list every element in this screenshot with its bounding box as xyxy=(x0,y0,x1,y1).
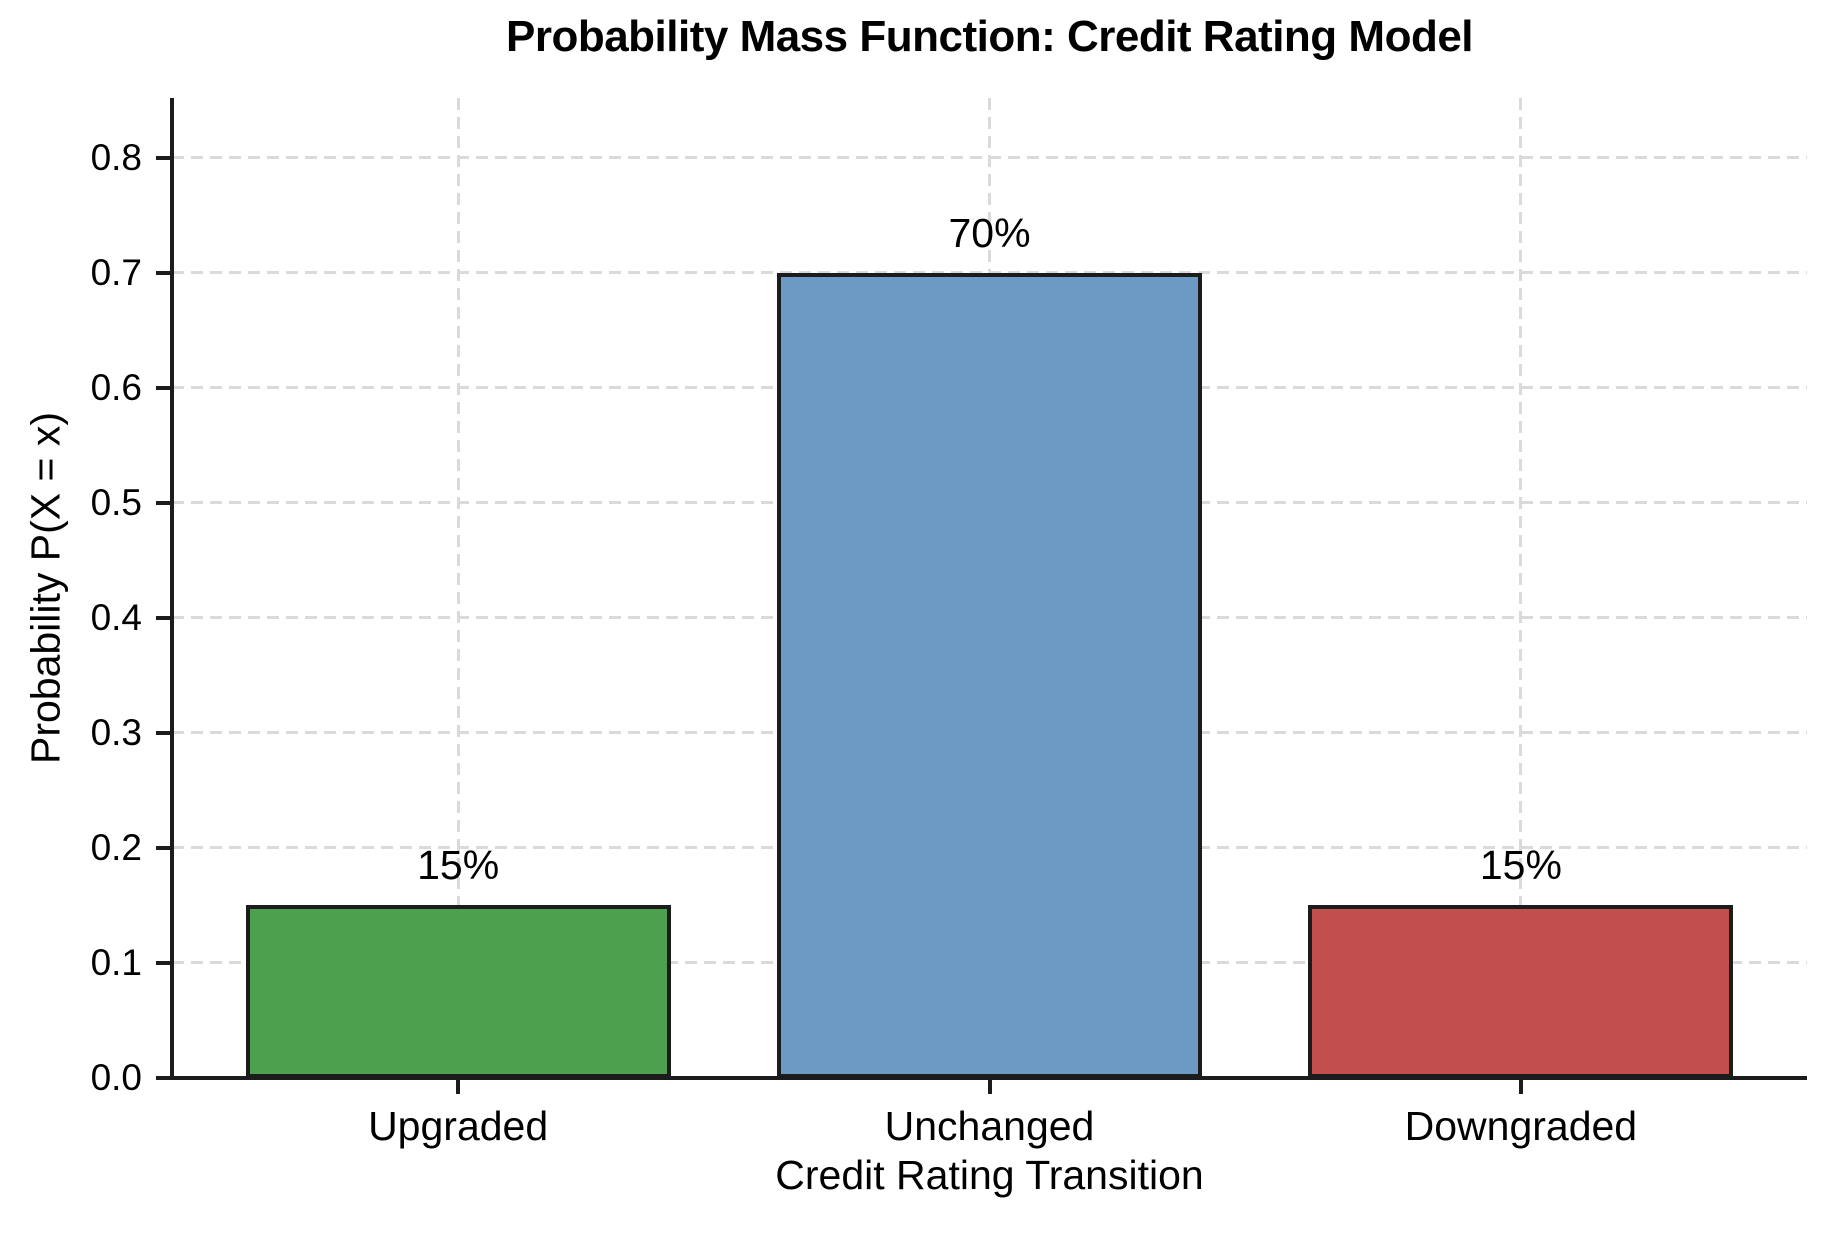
bar-value-label: 15% xyxy=(1479,842,1562,889)
y-tick-mark xyxy=(156,615,170,620)
y-tick-label: 0.8 xyxy=(90,136,142,178)
chart-title: Probability Mass Function: Credit Rating… xyxy=(505,12,1474,61)
bar-upgraded xyxy=(245,905,671,1078)
y-tick-label: 0.7 xyxy=(90,251,142,293)
x-axis-spine xyxy=(168,1076,1807,1080)
x-tick-mark xyxy=(987,1080,992,1094)
y-tick-label: 0.0 xyxy=(90,1057,142,1098)
y-tick-mark xyxy=(156,1076,170,1080)
bar-downgraded xyxy=(1308,905,1734,1078)
bar-value-label: 15% xyxy=(417,842,500,889)
y-tick-mark xyxy=(156,960,170,965)
y-tick-label: 0.5 xyxy=(90,481,142,523)
y-tick-mark xyxy=(156,385,170,390)
y-tick-mark xyxy=(156,845,170,850)
bar-unchanged xyxy=(777,272,1202,1078)
x-gridline xyxy=(456,98,460,1078)
x-axis-label: Credit Rating Transition xyxy=(775,1152,1204,1198)
x-tick-mark xyxy=(456,1080,461,1094)
y-tick-label: 0.3 xyxy=(90,711,142,753)
x-gridline xyxy=(1519,98,1523,1078)
y-tick-label: 0.6 xyxy=(90,366,142,408)
x-tick-mark xyxy=(1518,1080,1523,1094)
x-tick-label: Unchanged xyxy=(884,1103,1095,1149)
y-axis-spine xyxy=(170,98,174,1080)
y-tick-label: 0.1 xyxy=(90,941,142,983)
bar-value-label: 70% xyxy=(948,209,1031,256)
y-tick-mark xyxy=(156,730,170,735)
y-tick-mark xyxy=(156,270,170,275)
plot-area: 0.0 0.1 0.2 0.3 0.4 0.5 0.6 0.7 0.8 15% Upgraded 70… xyxy=(91,98,1807,1149)
y-tick-label: 0.2 xyxy=(90,826,142,868)
y-tick-mark xyxy=(156,155,170,160)
y-tick-mark xyxy=(156,500,170,505)
y-tick-label: 0.4 xyxy=(90,596,142,638)
x-tick-label: Upgraded xyxy=(368,1103,549,1149)
x-tick-label: Downgraded xyxy=(1404,1103,1638,1149)
